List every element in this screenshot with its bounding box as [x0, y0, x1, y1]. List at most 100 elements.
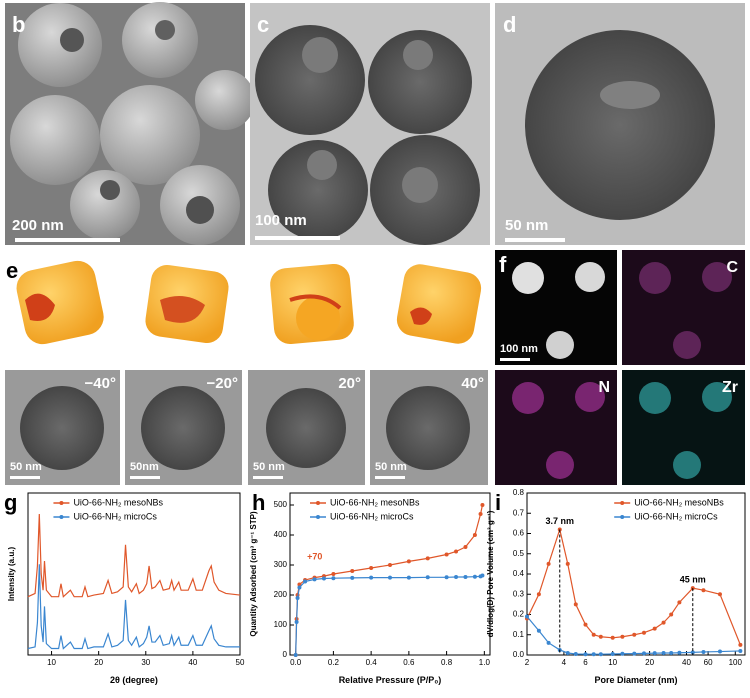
- sem-image: b 200 nm: [5, 2, 255, 245]
- data-point: [444, 552, 449, 557]
- data-point: [406, 559, 411, 564]
- series-line: [295, 574, 483, 656]
- y-axis-title: dV/dlog(D) Pore Volume (cm³ g⁻¹): [486, 510, 495, 637]
- y-tick-label: 0.3: [513, 589, 525, 598]
- data-point: [738, 648, 743, 653]
- data-point: [525, 614, 529, 619]
- scale-bar-label: 100 nm: [500, 343, 538, 355]
- scale-bar-label: 50nm: [130, 461, 159, 473]
- x-tick-label: 50: [236, 658, 245, 667]
- x-tick-label: 0.8: [441, 658, 453, 667]
- data-point: [598, 634, 603, 639]
- data-point: [369, 566, 374, 570]
- y-tick-label: 200: [274, 590, 288, 599]
- data-point: [536, 628, 541, 633]
- data-point: [717, 649, 722, 654]
- scale-bar-label: 50 nm: [10, 461, 42, 473]
- legend-label: UiO-66-NH₂ mesoNBs: [73, 497, 163, 507]
- legend-marker: [620, 501, 625, 505]
- tilt-angle: −40°: [85, 375, 116, 392]
- y-tick-label: 0.4: [513, 569, 525, 578]
- data-point: [669, 650, 674, 655]
- legend-marker: [59, 501, 64, 505]
- y-axis-title: Intensity (a.u.): [7, 547, 16, 602]
- data-point: [652, 651, 657, 656]
- data-point: [573, 602, 578, 607]
- element-label: C: [726, 259, 738, 276]
- data-point: [632, 651, 637, 656]
- data-point: [641, 651, 646, 656]
- legend-marker: [620, 515, 625, 519]
- y-axis-title: Quantity Adsorbed (cm³ g⁻¹ STP): [249, 511, 258, 637]
- annotation: 3.7 nm: [545, 516, 574, 526]
- data-point: [583, 622, 588, 627]
- data-point: [738, 642, 743, 647]
- data-point: [661, 620, 666, 625]
- data-point: [546, 640, 551, 645]
- data-point: [565, 650, 570, 655]
- x-tick-label: 100: [729, 658, 743, 667]
- data-point: [669, 612, 674, 617]
- scale-bar: [255, 236, 340, 240]
- y-tick-label: 0: [283, 650, 288, 659]
- legend-marker: [316, 515, 320, 519]
- data-point: [583, 652, 588, 657]
- data-point: [598, 652, 603, 657]
- x-tick-label: 0.6: [403, 658, 415, 667]
- data-point: [677, 650, 682, 655]
- data-point: [425, 556, 430, 561]
- x-tick-label: 10: [608, 658, 617, 667]
- x-axis-title: Relative Pressure (P/P₀): [339, 675, 442, 685]
- panel-label: h: [252, 490, 265, 515]
- x-tick-label: 10: [47, 658, 56, 667]
- model-row: e: [6, 258, 482, 345]
- data-point: [546, 561, 551, 566]
- legend-label: UiO-66-NH₂ microCs: [73, 511, 157, 521]
- data-point: [463, 545, 468, 549]
- scale-bar-label: 50 nm: [375, 461, 407, 473]
- x-tick-label: 4: [562, 658, 567, 667]
- element-label: Zr: [722, 379, 738, 396]
- data-point: [565, 561, 570, 566]
- plot-frame: [27, 492, 241, 656]
- series-line: [526, 527, 741, 646]
- x-tick-label: 20: [94, 658, 103, 667]
- tilt-series: −40° −20° 20° 40° 50 nm 50nm 50 nm 50 nm: [5, 370, 488, 485]
- data-point: [573, 651, 578, 656]
- data-point: [463, 575, 468, 579]
- legend-label: UiO-66-NH₂ microCs: [634, 511, 718, 521]
- data-point: [425, 575, 430, 580]
- legend-label: UiO-66-NH₂ mesoNBs: [634, 497, 724, 507]
- x-tick-label: 20: [645, 658, 654, 667]
- tem-image: d 50 nm: [495, 3, 745, 245]
- data-point: [444, 575, 449, 580]
- y-tick-label: 0.8: [513, 488, 525, 497]
- x-tick-label: 1.0: [479, 658, 491, 667]
- scale-bar: [505, 238, 565, 242]
- data-point: [293, 653, 298, 657]
- panel-label: d: [503, 12, 516, 37]
- scale-bar: [15, 238, 120, 242]
- data-point: [610, 635, 615, 640]
- data-point: [632, 632, 637, 637]
- panel-label: b: [12, 12, 25, 37]
- y-tick-label: 300: [274, 560, 288, 569]
- panel-label: g: [4, 490, 17, 515]
- series-line: [27, 564, 240, 650]
- y-tick-label: 400: [274, 530, 288, 539]
- data-point: [591, 652, 596, 657]
- data-point: [536, 592, 541, 597]
- data-point: [331, 572, 336, 576]
- data-point: [480, 573, 485, 578]
- y-tick-label: 500: [274, 500, 288, 509]
- x-axis-title: Pore Diameter (nm): [594, 675, 677, 685]
- data-point: [331, 576, 336, 581]
- annotation: 45 nm: [680, 575, 706, 585]
- legend-label: UiO-66-NH₂ mesoNBs: [330, 497, 420, 507]
- tilt-angle: −20°: [207, 375, 238, 392]
- data-point: [454, 575, 459, 579]
- data-point: [350, 569, 355, 573]
- y-tick-label: 0.0: [513, 650, 525, 659]
- data-point: [620, 651, 625, 656]
- data-point: [454, 549, 459, 554]
